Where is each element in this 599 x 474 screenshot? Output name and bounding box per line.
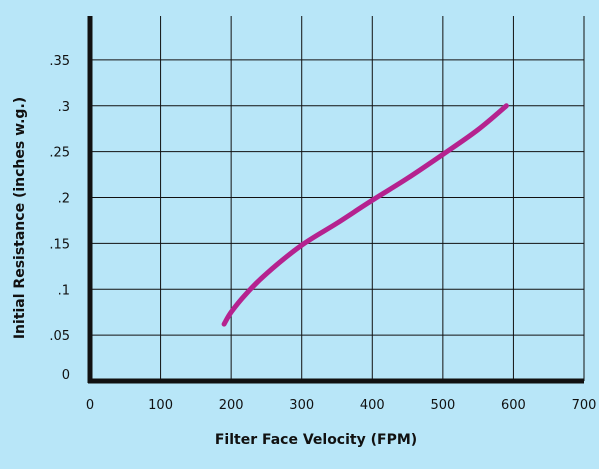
y-axis-title: Initial Resistance (inches w.g.) — [12, 97, 28, 339]
x-tick-label-300: 300 — [289, 398, 314, 413]
y-tick-label-.25: .25 — [49, 146, 70, 161]
x-tick-label-400: 400 — [360, 398, 385, 413]
x-tick-label-700: 700 — [572, 398, 597, 413]
y-tick-label-.3: .3 — [58, 100, 70, 115]
x-tick-label-500: 500 — [430, 398, 455, 413]
series-layer — [221, 103, 509, 327]
tick-labels: 0 100 200 300 400 500 600 700 0 .05 .1 .15 .2 .25 .3 .3… — [49, 54, 596, 413]
x-axis-title: Filter Face Velocity (FPM) — [215, 432, 417, 448]
x-tick-label-100: 100 — [148, 398, 173, 413]
axes — [87, 16, 584, 384]
x-tick-label-200: 200 — [219, 398, 244, 413]
y-tick-label-.15: .15 — [49, 237, 70, 252]
y-tick-label-.1: .1 — [58, 283, 70, 298]
series-line-0 — [221, 103, 509, 327]
x-tick-label-600: 600 — [501, 398, 526, 413]
y-tick-label-0: 0 — [62, 368, 70, 383]
y-tick-label-.2: .2 — [58, 192, 70, 207]
x-tick-label-0: 0 — [86, 398, 94, 413]
y-tick-label-.05: .05 — [49, 329, 70, 344]
y-tick-label-.35: .35 — [49, 54, 70, 69]
grid — [90, 16, 585, 381]
